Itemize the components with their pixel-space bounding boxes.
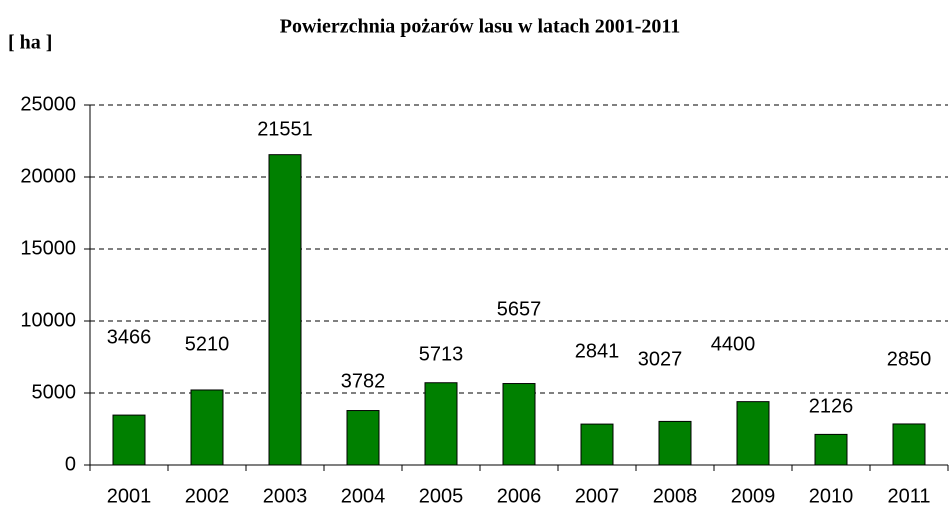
data-label: 2126 — [809, 395, 854, 417]
data-label: 5657 — [497, 298, 542, 320]
bar — [190, 389, 224, 466]
bar — [814, 433, 848, 466]
bar — [736, 401, 770, 466]
x-tick-label: 2010 — [809, 485, 854, 507]
y-tick-label: 20000 — [20, 165, 76, 187]
bar — [658, 420, 692, 466]
x-tick-label: 2001 — [107, 485, 152, 507]
x-tick-label: 2008 — [653, 485, 698, 507]
x-tick-label: 2006 — [497, 485, 542, 507]
y-tick-label: 25000 — [20, 93, 76, 115]
x-tick-label: 2009 — [731, 485, 776, 507]
chart-title: Powierzchnia pożarów lasu w latach 2001-… — [280, 16, 681, 38]
data-label: 3466 — [107, 326, 152, 348]
x-tick-label: 2004 — [341, 485, 386, 507]
bar — [502, 383, 536, 466]
bar — [112, 414, 146, 466]
bar — [892, 423, 926, 466]
bar — [424, 382, 458, 466]
x-tick-label: 2011 — [887, 485, 930, 507]
x-tick-label: 2003 — [263, 485, 308, 507]
data-label: 5210 — [185, 333, 230, 355]
y-tick-label: 10000 — [20, 309, 76, 331]
y-axis-label: [ ha ] — [8, 32, 52, 54]
data-label: 3027 — [638, 348, 683, 370]
y-tick-label: 0 — [65, 453, 76, 475]
x-tick-label: 2002 — [185, 485, 230, 507]
data-label: 5713 — [419, 343, 464, 365]
x-tick-label: 2007 — [575, 485, 620, 507]
data-label: 4400 — [711, 333, 756, 355]
y-tick-label: 5000 — [32, 381, 77, 403]
data-label: 3782 — [341, 370, 386, 392]
y-tick-label: 15000 — [20, 237, 76, 259]
data-label: 2841 — [575, 340, 620, 362]
data-label: 21551 — [257, 118, 313, 140]
x-tick-label: 2005 — [419, 485, 464, 507]
data-label: 2850 — [887, 348, 932, 370]
bar — [346, 410, 380, 466]
bar — [580, 423, 614, 466]
bar — [268, 154, 302, 466]
